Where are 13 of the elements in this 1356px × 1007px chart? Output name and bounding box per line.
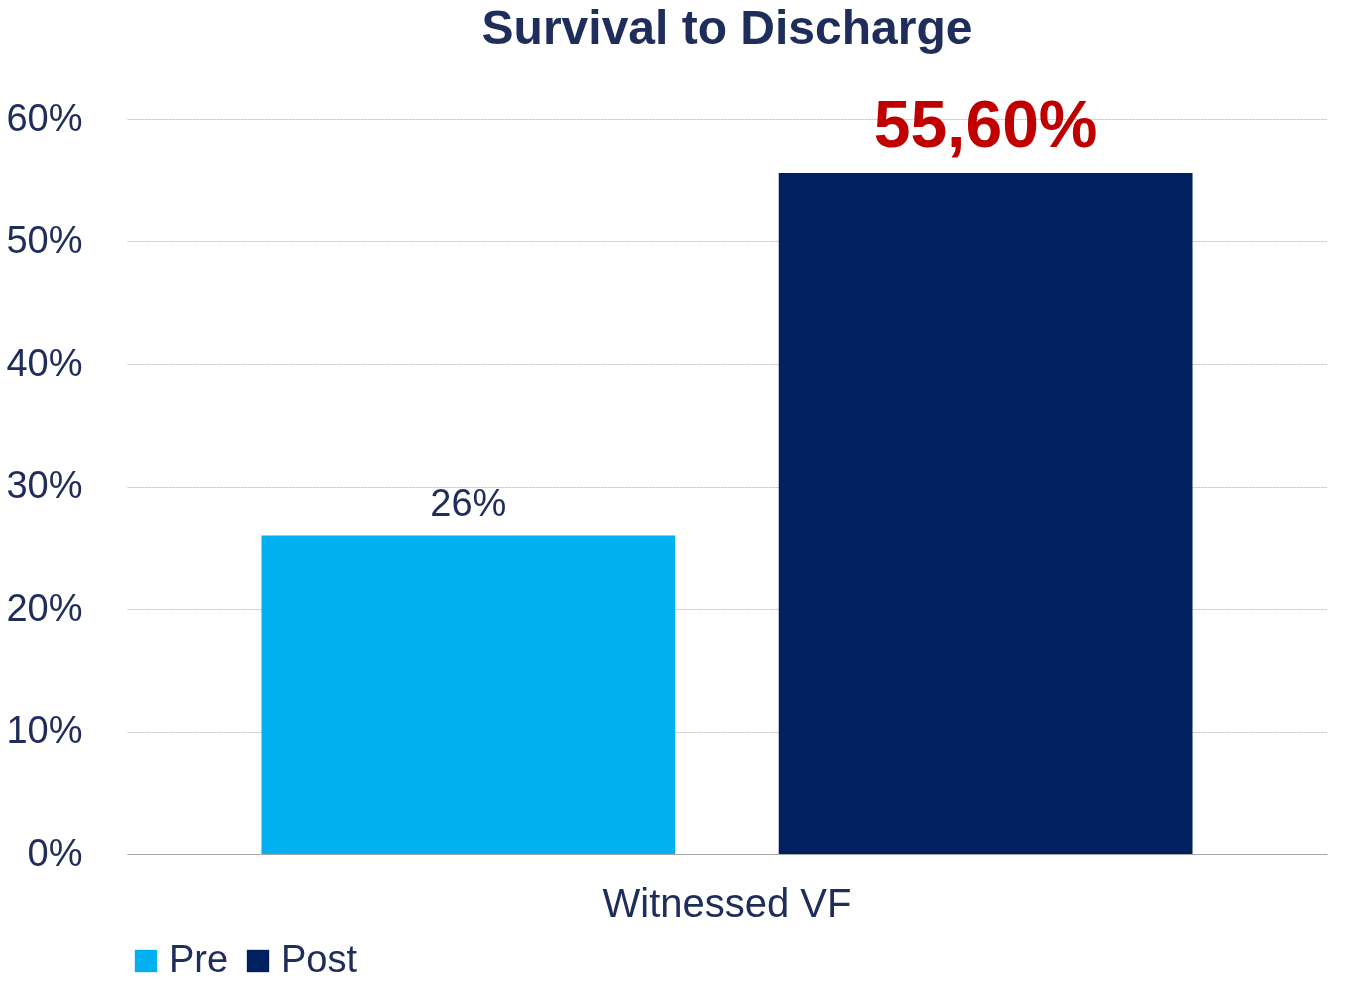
y-tick-label: 0% — [27, 831, 83, 874]
y-tick-label: 40% — [6, 341, 83, 384]
y-tick-label: 50% — [6, 219, 83, 261]
data-label: 26% — [430, 481, 507, 524]
chart-title: Survival to Discharge — [481, 0, 973, 54]
y-tick-label: 30% — [6, 464, 83, 506]
legend-label: Pre — [169, 938, 229, 980]
legend-label: Post — [281, 938, 358, 980]
data-label: 55,60% — [873, 86, 1098, 161]
x-tick-label: Witnessed VF — [602, 880, 852, 925]
y-tick-label: 10% — [6, 709, 83, 751]
y-tick-label: 20% — [6, 586, 83, 629]
y-tick-label: 60% — [6, 96, 83, 139]
